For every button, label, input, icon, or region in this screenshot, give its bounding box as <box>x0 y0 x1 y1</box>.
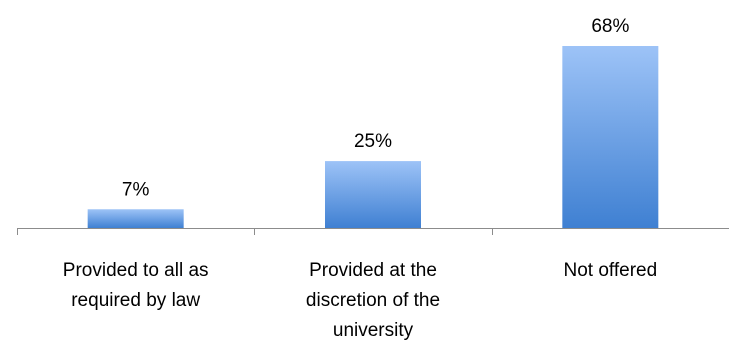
bar <box>562 46 659 228</box>
data-labels-layer: 7% 25% 68% <box>122 16 630 200</box>
bar <box>325 161 421 228</box>
bar <box>87 209 184 228</box>
data-label: 68% <box>591 16 629 37</box>
category-label: Provided to all as required by law <box>63 260 209 311</box>
bars-layer <box>87 46 659 228</box>
data-label: 7% <box>122 179 150 200</box>
data-label: 25% <box>354 131 392 152</box>
category-label: Not offered <box>564 260 658 281</box>
x-axis <box>17 228 729 235</box>
category-label: Provided at the discretion of the universi… <box>306 260 440 340</box>
category-labels-layer: Provided to all as required by law Provide… <box>63 260 657 340</box>
